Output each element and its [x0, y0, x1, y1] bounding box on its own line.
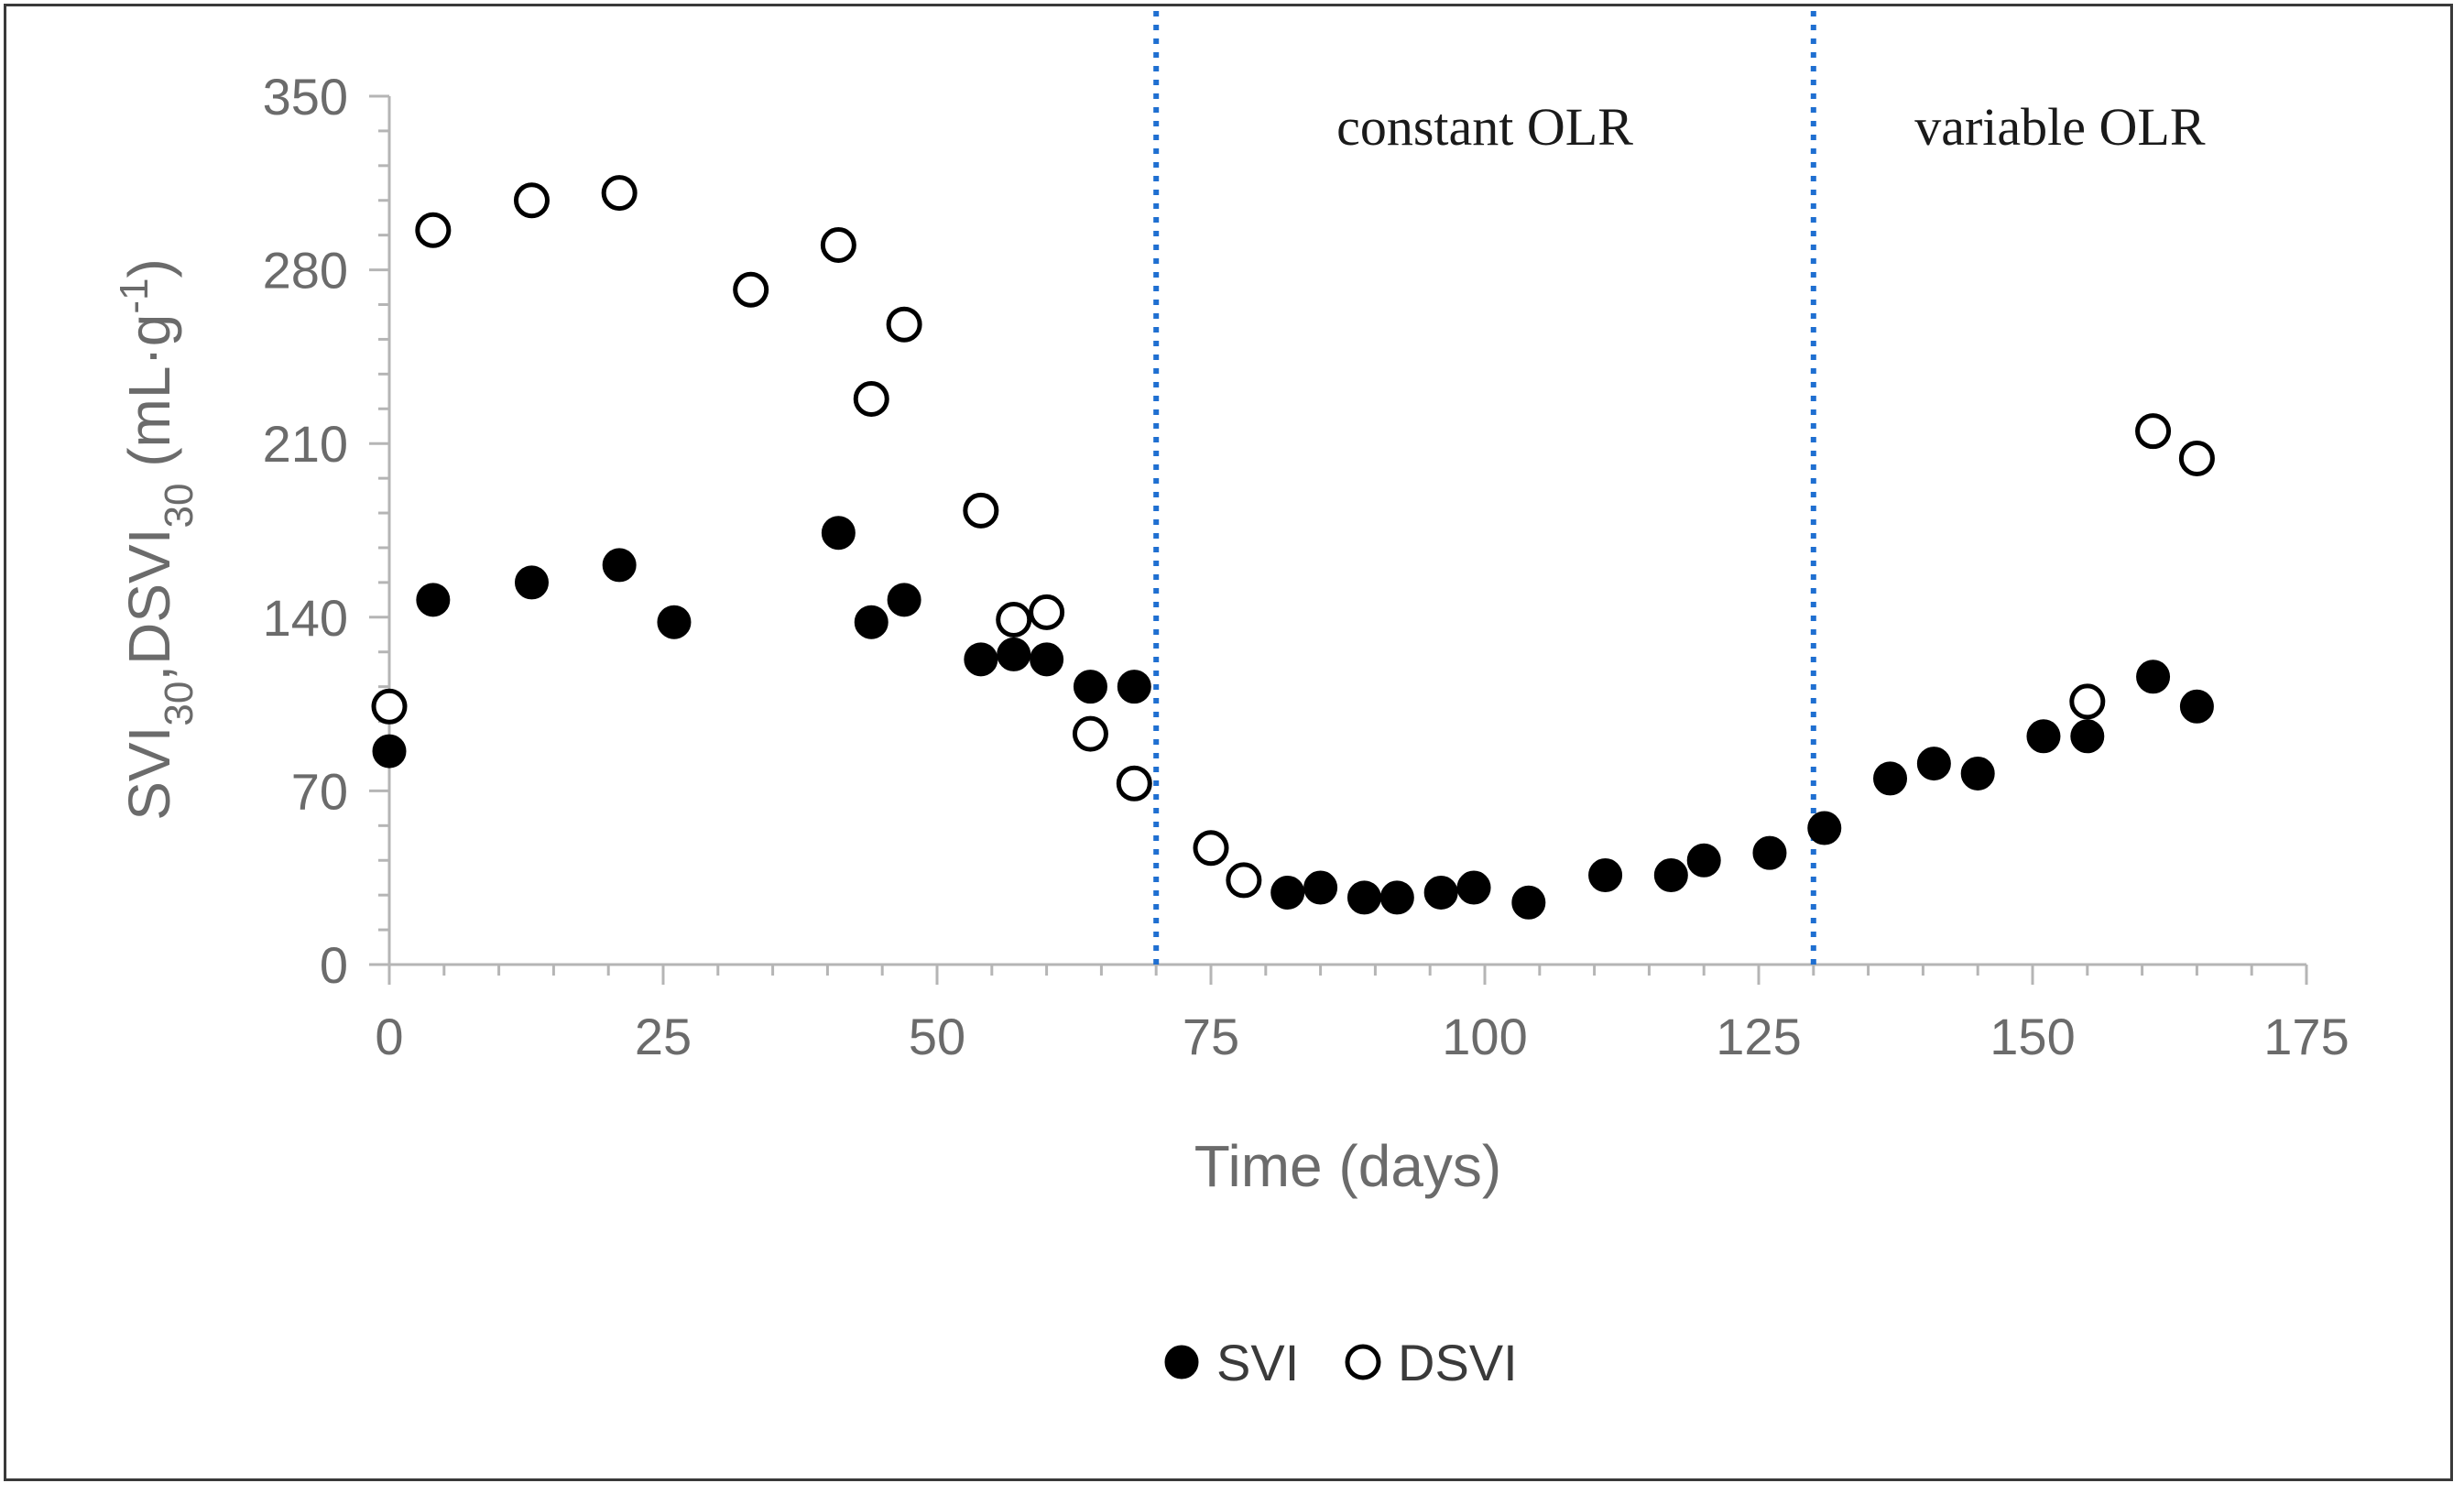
x-tick-label: 50 [909, 1008, 965, 1065]
dsvi-point [2069, 683, 2106, 720]
x-tick-label: 100 [1442, 1008, 1527, 1065]
dsvi-point [2135, 413, 2172, 450]
svi-point [1456, 870, 1491, 905]
region-label: variable OLR [1914, 97, 2206, 157]
svi-point [1807, 811, 1842, 845]
x-tick-label: 0 [375, 1008, 403, 1065]
y-tick-label: 350 [263, 68, 348, 125]
x-tick-label: 25 [635, 1008, 692, 1065]
svi-point [2136, 660, 2171, 694]
dsvi-point [415, 212, 452, 248]
svi-point [1423, 875, 1458, 910]
svi-point [821, 516, 856, 551]
region-label: constant OLR [1336, 97, 1633, 157]
svi-point [1073, 670, 1107, 704]
svi-point [416, 583, 451, 617]
legend-svi-marker [1164, 1345, 1199, 1379]
svi-point [372, 734, 407, 769]
svi-point [887, 583, 921, 617]
x-tick-label: 175 [2263, 1008, 2349, 1065]
svi-point [602, 548, 637, 583]
dsvi-point [996, 602, 1032, 638]
x-tick-label: 125 [1716, 1008, 1801, 1065]
svi-point [964, 642, 998, 677]
dsvi-point [1072, 715, 1108, 752]
svi-point [1916, 747, 1951, 781]
svi-point [1873, 761, 1908, 796]
svi-point [514, 565, 549, 600]
legend-dsvi-marker [1345, 1344, 1381, 1380]
svi-point [2179, 689, 2214, 724]
svi-point [1270, 875, 1305, 910]
legend-label: DSVI [1398, 1334, 1518, 1391]
svi-point [854, 605, 889, 639]
svi-point [1686, 843, 1721, 878]
y-tick-label: 140 [263, 589, 348, 647]
legend-label: SVI [1216, 1334, 1299, 1391]
x-axis-title: Time (days) [1194, 1133, 1501, 1199]
dsvi-point [2178, 440, 2215, 476]
svi-point [1030, 642, 1064, 677]
svi-point [997, 637, 1031, 671]
dsvi-point [853, 380, 889, 417]
dsvi-point [820, 227, 856, 264]
dsvi-point [886, 306, 922, 343]
dsvi-point [513, 182, 550, 219]
dsvi-point [963, 492, 999, 529]
dsvi-point [1029, 594, 1065, 630]
svi-point [1303, 870, 1338, 905]
x-tick-label: 150 [1990, 1008, 2075, 1065]
svi-point [657, 605, 692, 639]
y-tick-label: 210 [263, 415, 348, 473]
dsvi-point [1193, 830, 1229, 867]
dsvi-point [733, 271, 769, 308]
svi-point [1588, 857, 1623, 892]
svi-point [1117, 670, 1151, 704]
y-tick-label: 70 [291, 762, 348, 820]
legend: SVI DSVI [1164, 1334, 1518, 1391]
svi-point [1511, 885, 1546, 920]
dsvi-point [601, 175, 638, 212]
svi-point [1379, 880, 1414, 915]
y-tick-label: 280 [263, 242, 348, 300]
svi-point [1960, 756, 1995, 791]
data-points [371, 175, 2215, 920]
svi-point [2070, 719, 2105, 754]
svi-point [1346, 880, 1381, 915]
dsvi-point [1116, 765, 1152, 802]
dsvi-point [371, 688, 408, 725]
annotations: constant OLR variable OLR [1336, 97, 2206, 157]
axes: 0 70 140 210 280 350 0 25 50 75 100 125 150 175 [263, 68, 2350, 1065]
y-tick-label: 0 [320, 936, 348, 994]
svi-point [1653, 857, 1688, 892]
axis-titles: Time (days) SVI30,DSVI30 (mL·g-1) [112, 258, 1502, 1199]
svi-point [2026, 719, 2061, 754]
x-tick-label: 75 [1183, 1008, 1239, 1065]
dsvi-point [1226, 862, 1262, 899]
y-axis-title: SVI30,DSVI30 (mL·g-1) [112, 258, 202, 821]
svi-point [1752, 835, 1787, 870]
